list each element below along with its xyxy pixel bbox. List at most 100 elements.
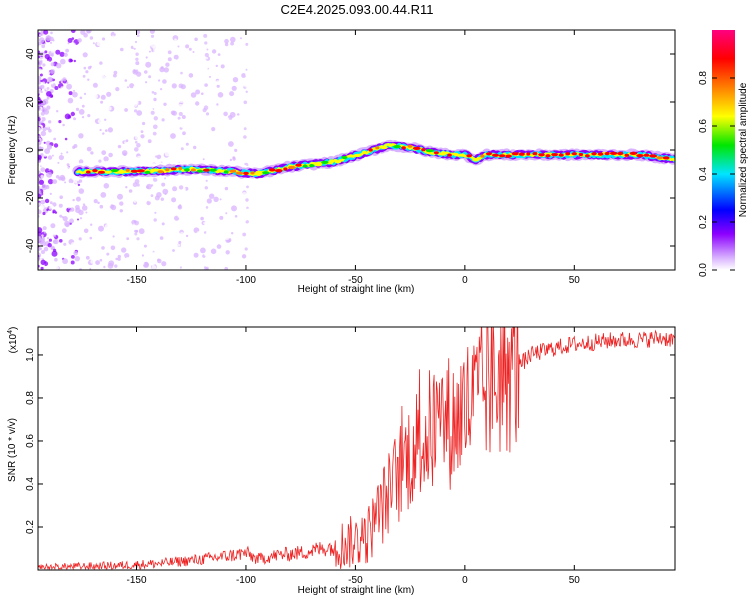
heatmap-noise-dot (140, 130, 144, 134)
heatmap-streak-dot (177, 243, 181, 247)
heatmap-noise-dot (234, 215, 238, 218)
heatmap-noise-dot (200, 216, 204, 221)
heatmap-ridge-peak (136, 169, 145, 173)
heatmap-noise-dot (50, 31, 53, 35)
heatmap-ridge-peak (157, 170, 164, 174)
heatmap-streak-dot (151, 239, 155, 242)
heatmap-noise-dot (46, 91, 52, 97)
heatmap-noise-dot (42, 93, 46, 97)
heatmap-streak-dot (181, 93, 184, 96)
heatmap-noise-dot (72, 91, 78, 98)
heatmap-noise-dot (77, 38, 82, 43)
heatmap-streak-dot (243, 259, 247, 263)
heatmap-noise-dot (42, 98, 49, 105)
heatmap-noise-dot (171, 155, 177, 160)
heatmap-ridge-peak (86, 170, 91, 174)
heatmap-noise-dot (181, 115, 186, 119)
heatmap-noise-dot (77, 47, 83, 53)
heatmap-noise-dot (231, 232, 234, 235)
heatmap-streak-dot (204, 65, 208, 69)
heatmap-streak-dot (206, 48, 209, 51)
heatmap-noise-dot (133, 190, 136, 193)
heatmap-noise-dot (101, 246, 105, 250)
heatmap-ridge-peak (447, 153, 452, 157)
heatmap-noise-dot (97, 236, 101, 241)
heatmap-noise-dot (173, 146, 176, 149)
heatmap-streak-dot (153, 177, 158, 182)
heatmap-streak-dot (134, 232, 138, 236)
heatmap-noise-dot (135, 61, 140, 66)
heatmap-noise-dot (224, 38, 229, 44)
heatmap-streak-dot (151, 225, 155, 228)
heatmap-noise-dot (110, 245, 116, 251)
heatmap-noise-dot (38, 238, 45, 244)
heatmap-noise-dot (217, 53, 221, 56)
heatmap-noise-dot (42, 211, 46, 216)
heatmap-noise-dot (150, 65, 156, 71)
colorbar: 0.0 0.2 0.4 0.6 0.8 Normalized spectral ampl… (698, 30, 749, 277)
heatmap-noise-dot (85, 70, 89, 74)
heatmap-noise-dot (89, 236, 93, 240)
heatmap-streak-dot (178, 185, 184, 190)
heatmap-noise-dot (163, 102, 167, 107)
heatmap-noise-dot (79, 217, 83, 220)
colorbar-tick-label: 0.0 (698, 263, 709, 277)
heatmap-noise-dot (216, 244, 222, 249)
heatmap-streak-dot (205, 231, 210, 236)
heatmap-noise-dot (115, 257, 118, 261)
heatmap-noise-dot (77, 152, 82, 157)
heatmap-streak-dot (245, 36, 248, 39)
heatmap-noise-dot (221, 89, 228, 96)
heatmap-ridge-peak (388, 143, 393, 147)
heatmap-noise-dot (64, 137, 68, 141)
heatmap-noise-dot (162, 76, 166, 80)
heatmap-noise-dot (229, 111, 236, 118)
heatmap-streak-dot (246, 185, 249, 189)
heatmap-noise-dot (201, 92, 204, 95)
heatmap-noise-dot (62, 123, 65, 127)
heatmap-noise-dot (87, 264, 92, 269)
heatmap-noise-dot (145, 61, 152, 68)
heatmap-noise-dot (105, 201, 112, 207)
heatmap-noise-dot (224, 186, 229, 191)
heatmap-streak-dot (180, 147, 184, 151)
heatmap-noise-dot (139, 186, 142, 189)
heatmap-noise-dot (81, 96, 85, 101)
heatmap-streak-dot (244, 117, 247, 120)
heatmap-ridge-peak (368, 148, 373, 152)
heatmap-noise-dot (99, 178, 104, 183)
heatmap-noise-dot (41, 234, 44, 237)
heatmap-streak-dot (205, 112, 210, 116)
heatmap-noise-dot (100, 192, 107, 198)
heatmap-noise-dot (128, 146, 135, 153)
heatmap-noise-dot (90, 188, 96, 194)
heatmap-noise-dot (41, 250, 45, 254)
heatmap-noise-dot (42, 63, 46, 67)
heatmap-noise-dot (43, 246, 49, 252)
heatmap-ridge-peak (636, 154, 644, 158)
heatmap-streak-dot (153, 56, 158, 61)
heatmap-noise-dot (118, 109, 124, 115)
heatmap-noise-dot (156, 154, 162, 159)
heatmap-noise-dot (73, 117, 77, 121)
heatmap-ridge-peak (314, 163, 323, 167)
heatmap-noise-dot (164, 177, 167, 180)
heatmap-ridge-peak (295, 163, 302, 167)
heatmap-noise-dot (52, 211, 55, 214)
heatmap-noise-dot (158, 79, 161, 82)
heatmap-noise-dot (168, 73, 174, 79)
heatmap-ridge-peak (597, 152, 604, 156)
heatmap-noise-dot (145, 56, 148, 59)
heatmap-noise-dot (195, 101, 200, 106)
heatmap-noise-dot (48, 238, 53, 242)
heatmap-noise-dot (51, 82, 54, 85)
heatmap-streak-dot (245, 220, 249, 224)
heatmap-ridge-peak (184, 168, 190, 172)
heatmap-ridge-peak (243, 171, 249, 175)
heatmap-noise-dot (38, 41, 42, 46)
heatmap-noise-dot (109, 57, 114, 61)
heatmap-streak-dot (152, 251, 157, 256)
snr-y-tick-label: 0.2 (25, 520, 36, 534)
heatmap-ridge-peak (393, 145, 401, 149)
heatmap-noise-dot (160, 88, 163, 91)
